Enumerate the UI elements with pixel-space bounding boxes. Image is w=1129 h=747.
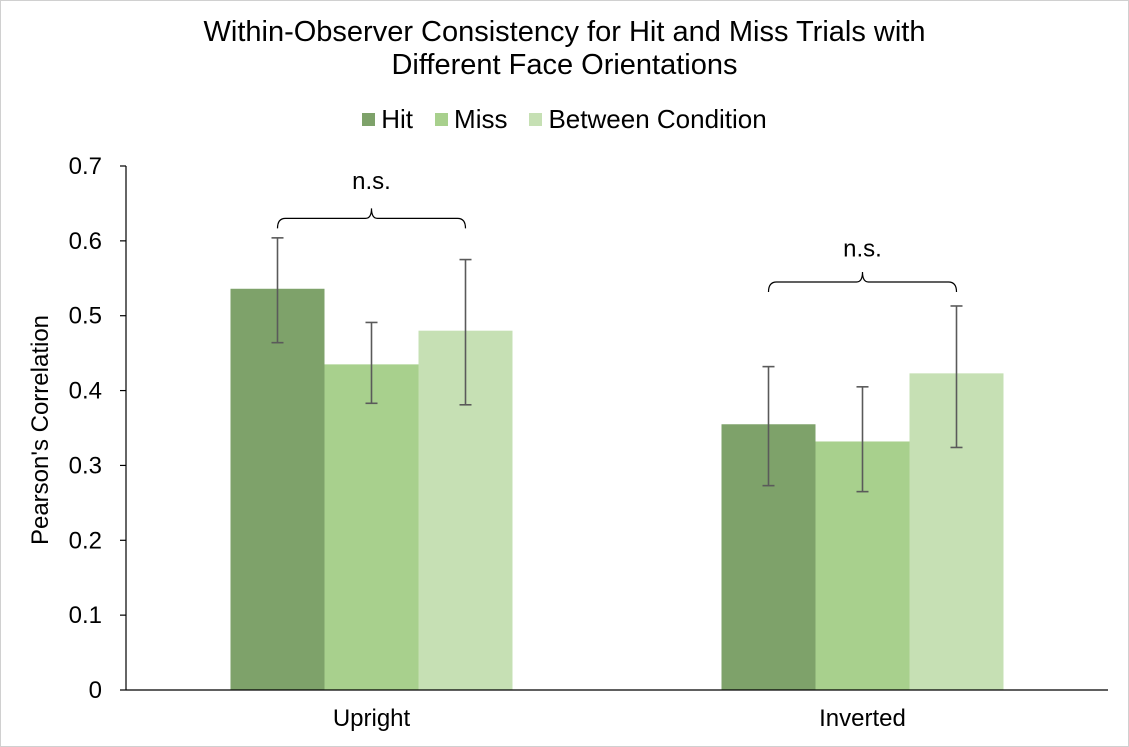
- legend-item-hit: Hit: [362, 104, 413, 135]
- y-tick-label: 0.2: [69, 527, 102, 554]
- chart-title-line-1: Within-Observer Consistency for Hit and …: [203, 16, 926, 48]
- significance-label: n.s.: [352, 168, 391, 195]
- y-tick-label: 0: [89, 677, 102, 704]
- significance-bracket: [276, 208, 467, 229]
- y-axis-title: Pearson's Correlation: [27, 315, 54, 545]
- legend-item-between-condition: Between Condition: [529, 104, 767, 135]
- legend-swatch-between-condition: [529, 113, 543, 126]
- x-category-label: Upright: [333, 705, 411, 732]
- y-tick-label: 0.3: [69, 452, 102, 479]
- y-tick-label: 0.5: [69, 303, 102, 330]
- legend-swatch-miss: [435, 113, 449, 126]
- legend-swatch-hit: [362, 113, 376, 126]
- legend-label-hit: Hit: [381, 104, 414, 134]
- y-tick-label: 0.1: [69, 602, 102, 629]
- significance-label: n.s.: [843, 235, 882, 262]
- legend-label-miss: Miss: [454, 104, 508, 134]
- bar-miss-upright: [324, 364, 419, 690]
- x-category-label: Inverted: [819, 705, 906, 732]
- chart-title-line-2: Different Face Orientations: [391, 49, 738, 81]
- y-tick-label: 0.6: [69, 228, 102, 255]
- legend-item-miss: Miss: [435, 104, 507, 135]
- y-tick-label: 0.4: [69, 378, 102, 405]
- bar-hit-upright: [230, 288, 325, 690]
- y-tick-label: 0.7: [69, 153, 102, 180]
- chart-legend: Hit Miss Between Condition: [0, 104, 1129, 135]
- legend-label-between-condition: Between Condition: [548, 104, 767, 134]
- significance-bracket: [767, 272, 958, 293]
